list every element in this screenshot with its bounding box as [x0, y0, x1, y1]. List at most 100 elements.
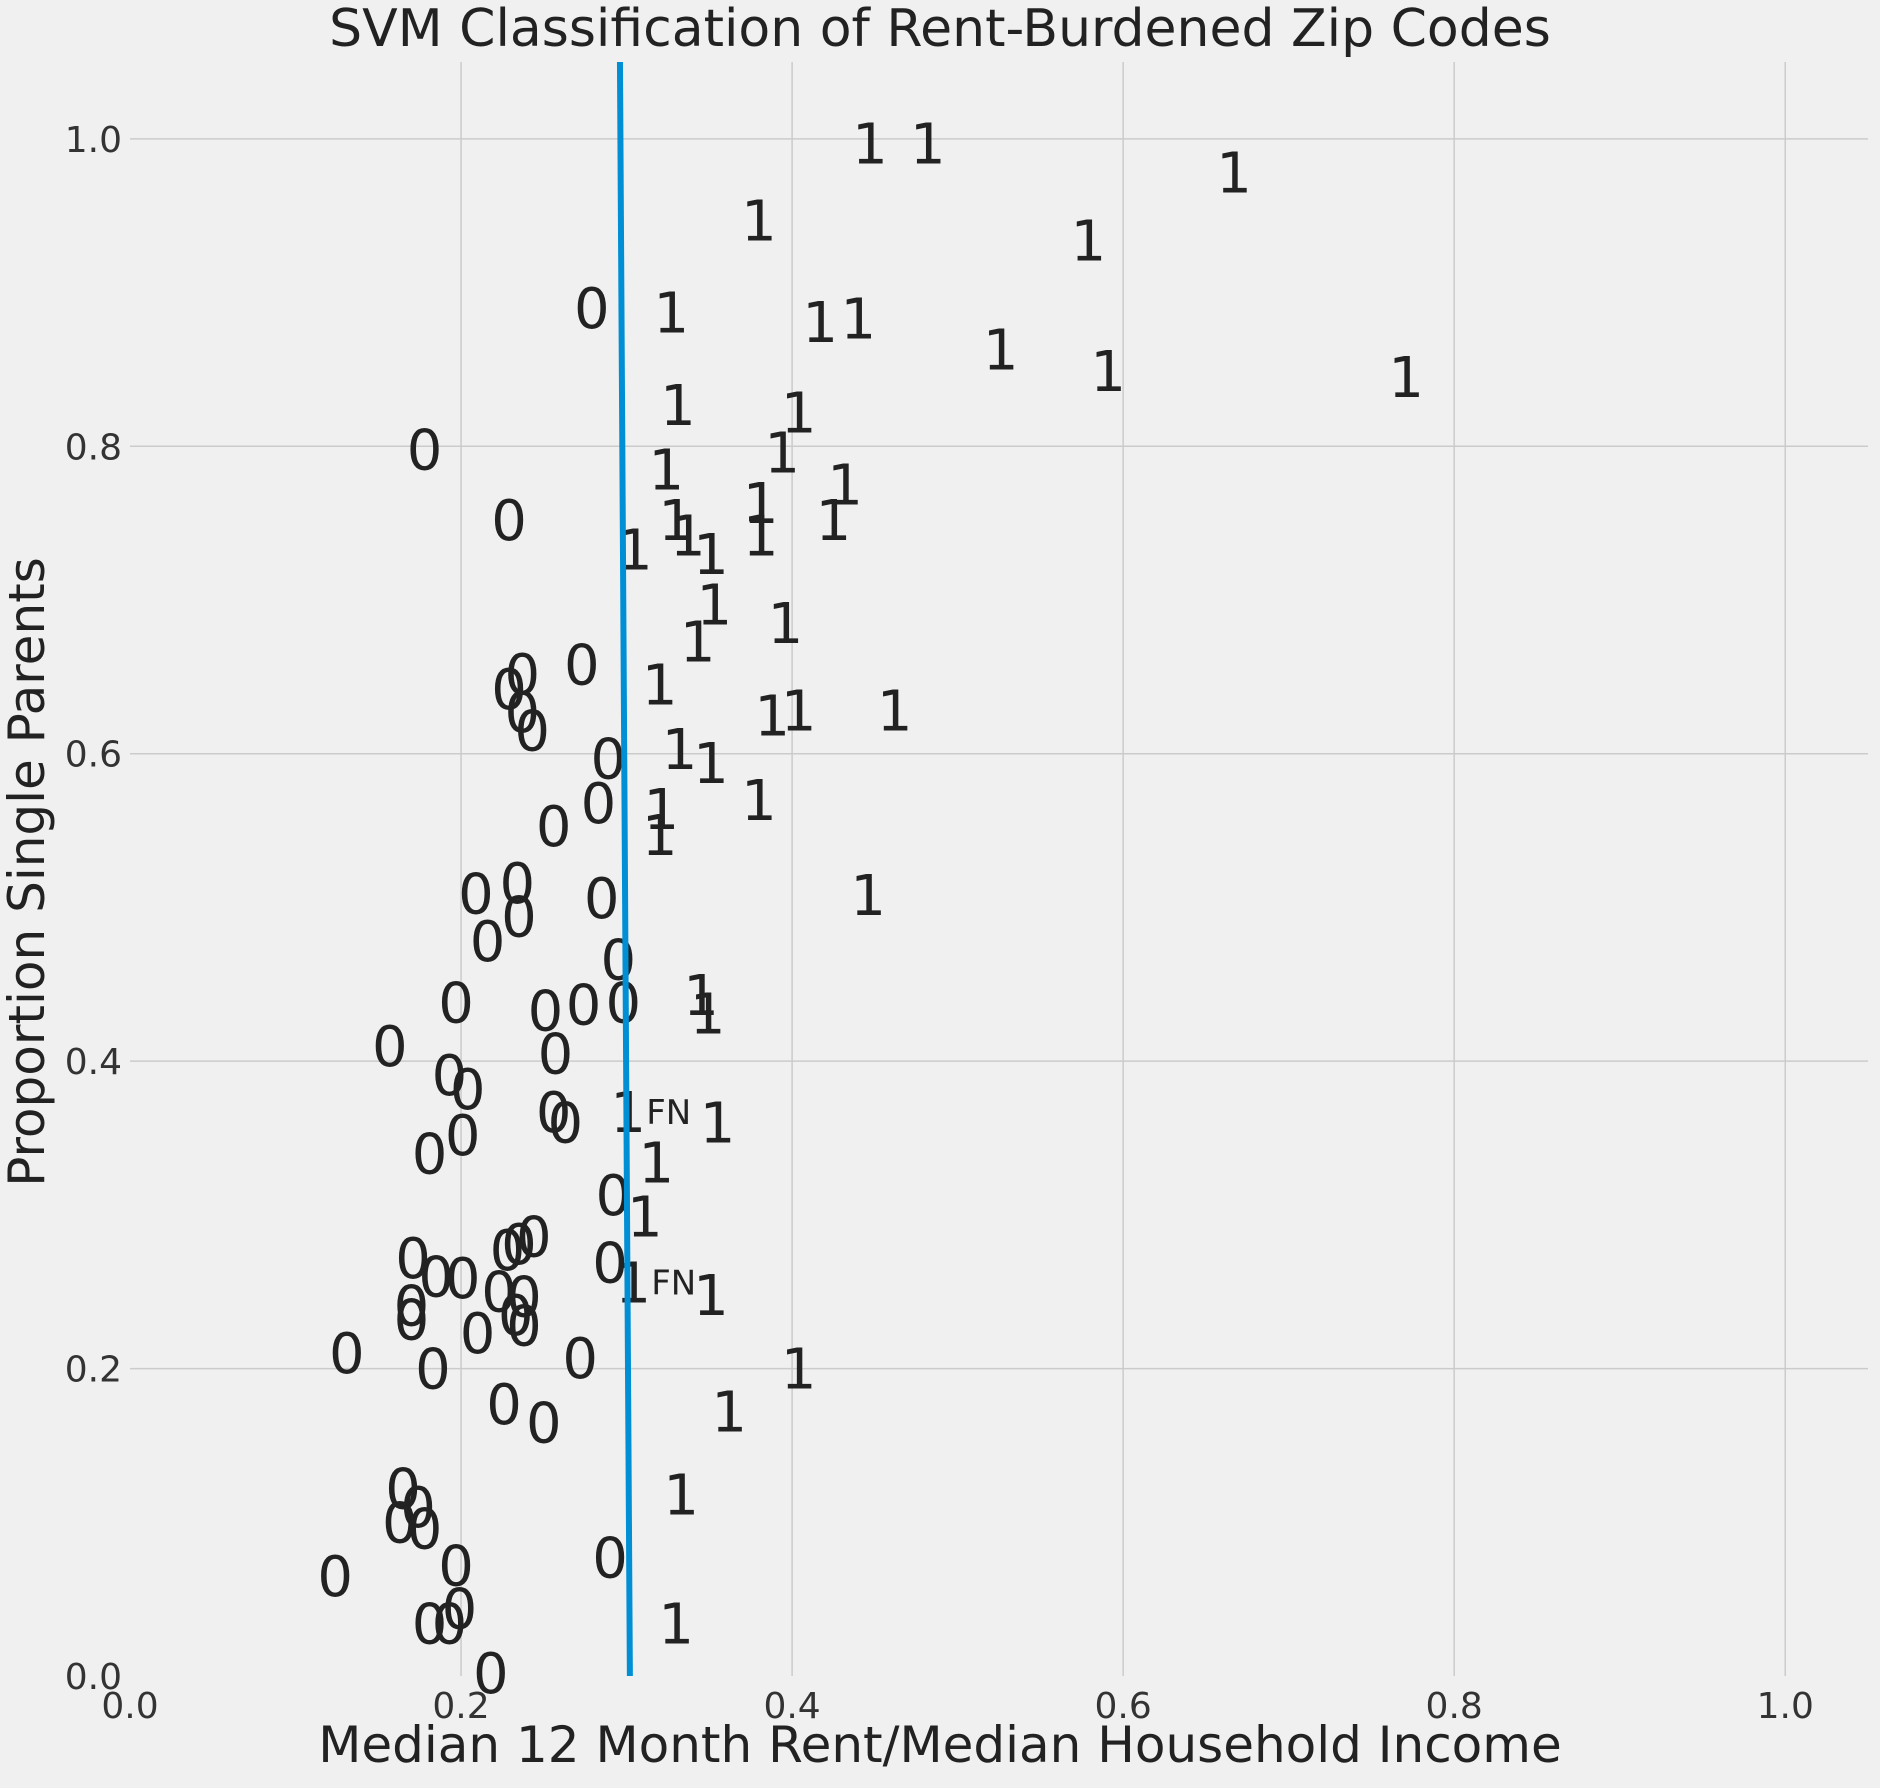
decision-boundary-layer — [616, 61, 633, 1677]
chart-title: SVM Classification of Rent-Burdened Zip … — [329, 0, 1551, 59]
data-point-87: 0 — [460, 1302, 496, 1367]
data-point-90: 1 — [781, 1338, 817, 1403]
data-point-38: 0 — [591, 727, 627, 792]
data-point-73: 0 — [501, 1213, 537, 1278]
y-tick-labels: 0.0 0.2 0.4 0.6 0.8 1.0 — [65, 120, 122, 1698]
data-point-78: 0 — [445, 1247, 481, 1312]
data-point-14: 0 — [407, 418, 443, 483]
data-point-0: 1 — [852, 112, 888, 177]
y-axis-label: Proportion Single Parents — [0, 557, 56, 1187]
data-point-83: 0 — [394, 1275, 430, 1340]
data-point-10: 1 — [1090, 340, 1126, 405]
data-point-34: 0 — [514, 700, 550, 765]
data-point-29: 0 — [564, 634, 600, 699]
grid — [130, 62, 1868, 1676]
y-tick-label-0: 0.0 — [65, 1657, 122, 1698]
data-point-58: 1 — [690, 982, 726, 1047]
data-point-15: 1 — [764, 421, 800, 486]
data-point-16: 1 — [648, 438, 684, 503]
data-point-79: 1 — [615, 1251, 651, 1316]
x-tick-labels: 0.0 0.2 0.4 0.6 0.8 1.0 — [101, 1686, 1814, 1727]
data-point-92: 0 — [486, 1373, 522, 1438]
data-point-51: 0 — [470, 910, 506, 975]
data-point-86: 0 — [506, 1295, 542, 1360]
data-point-65: 0 — [548, 1092, 584, 1157]
data-point-19: 1 — [743, 472, 779, 537]
data-point-53: 0 — [438, 972, 474, 1037]
data-point-88: 0 — [329, 1322, 365, 1387]
data-point-75: 0 — [395, 1227, 431, 1292]
x-tick-label-2: 0.4 — [763, 1686, 820, 1727]
data-point-49: 1 — [850, 864, 886, 929]
data-point-36: 1 — [781, 680, 817, 745]
data-point-72: 0 — [516, 1205, 552, 1270]
data-point-45: 1 — [642, 804, 678, 869]
data-point-6: 1 — [653, 282, 689, 347]
decision-boundary-line — [616, 61, 633, 1677]
data-point-93: 1 — [711, 1381, 747, 1446]
data-point-85: 0 — [394, 1288, 430, 1353]
data-point-99: 0 — [407, 1497, 443, 1562]
data-point-13: 1 — [781, 381, 817, 446]
data-point-27: 1 — [768, 592, 804, 657]
data-point-23: 1 — [816, 489, 852, 554]
data-point-55: 0 — [566, 973, 602, 1038]
data-point-94: 0 — [526, 1391, 562, 1456]
data-point-107: 0 — [473, 1642, 509, 1707]
data-point-96: 1 — [663, 1464, 699, 1529]
data-point-61: 0 — [432, 1044, 468, 1109]
y-tick-label-4: 0.8 — [65, 427, 122, 468]
data-point-84: 0 — [498, 1284, 534, 1349]
data-point-25: 1 — [693, 523, 729, 588]
data-point-50: 0 — [501, 886, 537, 951]
data-point-101: 0 — [438, 1534, 474, 1599]
data-point-26: 1 — [696, 574, 732, 639]
data-point-57: 1 — [683, 964, 719, 1029]
data-point-91: 0 — [415, 1338, 451, 1403]
data-point-3: 1 — [741, 189, 777, 254]
data-point-28: 1 — [680, 611, 716, 676]
data-point-52: 0 — [600, 929, 636, 994]
data-point-59: 0 — [372, 1015, 408, 1080]
data-point-35: 1 — [754, 684, 790, 749]
data-point-103: 0 — [442, 1577, 478, 1642]
data-point-46: 0 — [458, 863, 494, 928]
x-tick-label-1: 0.2 — [432, 1686, 489, 1727]
data-point-60: 0 — [538, 1022, 574, 1087]
data-point-44: 0 — [536, 795, 572, 860]
data-point-7: 1 — [802, 291, 838, 356]
point-annotation-63: FN — [646, 1093, 691, 1133]
data-point-9: 1 — [983, 318, 1019, 383]
data-point-33: 0 — [504, 681, 540, 746]
data-point-82: 1 — [693, 1264, 729, 1329]
data-point-31: 0 — [491, 658, 527, 723]
data-point-1: 1 — [910, 112, 946, 177]
y-tick-label-2: 0.4 — [65, 1042, 122, 1083]
data-point-67: 0 — [445, 1104, 481, 1169]
x-tick-label-0: 0.0 — [101, 1686, 158, 1727]
x-axis-label: Median 12 Month Rent/Median Household In… — [318, 1716, 1562, 1774]
data-point-41: 0 — [581, 772, 617, 837]
data-point-62: 0 — [450, 1058, 486, 1123]
y-tick-label-1: 0.2 — [65, 1350, 122, 1391]
data-point-22: 1 — [743, 504, 779, 569]
data-point-54: 0 — [528, 979, 564, 1044]
y-tick-label-3: 0.6 — [65, 735, 122, 776]
data-point-98: 0 — [382, 1491, 418, 1556]
data-point-81: 0 — [506, 1265, 542, 1330]
data-point-69: 1 — [639, 1132, 675, 1197]
data-point-100: 0 — [592, 1527, 628, 1592]
data-point-77: 0 — [418, 1245, 454, 1310]
data-point-32: 1 — [642, 654, 678, 719]
data-point-5: 0 — [574, 277, 610, 342]
point-annotation-79: FN — [651, 1263, 696, 1303]
data-point-8: 1 — [840, 288, 876, 353]
data-point-106: 1 — [658, 1593, 694, 1658]
x-tick-label-3: 0.6 — [1095, 1686, 1152, 1727]
data-point-64: 0 — [536, 1081, 572, 1146]
data-point-102: 0 — [317, 1545, 353, 1610]
data-point-42: 1 — [644, 778, 680, 843]
x-tick-label-4: 0.8 — [1426, 1686, 1483, 1727]
data-point-43: 1 — [741, 769, 777, 834]
